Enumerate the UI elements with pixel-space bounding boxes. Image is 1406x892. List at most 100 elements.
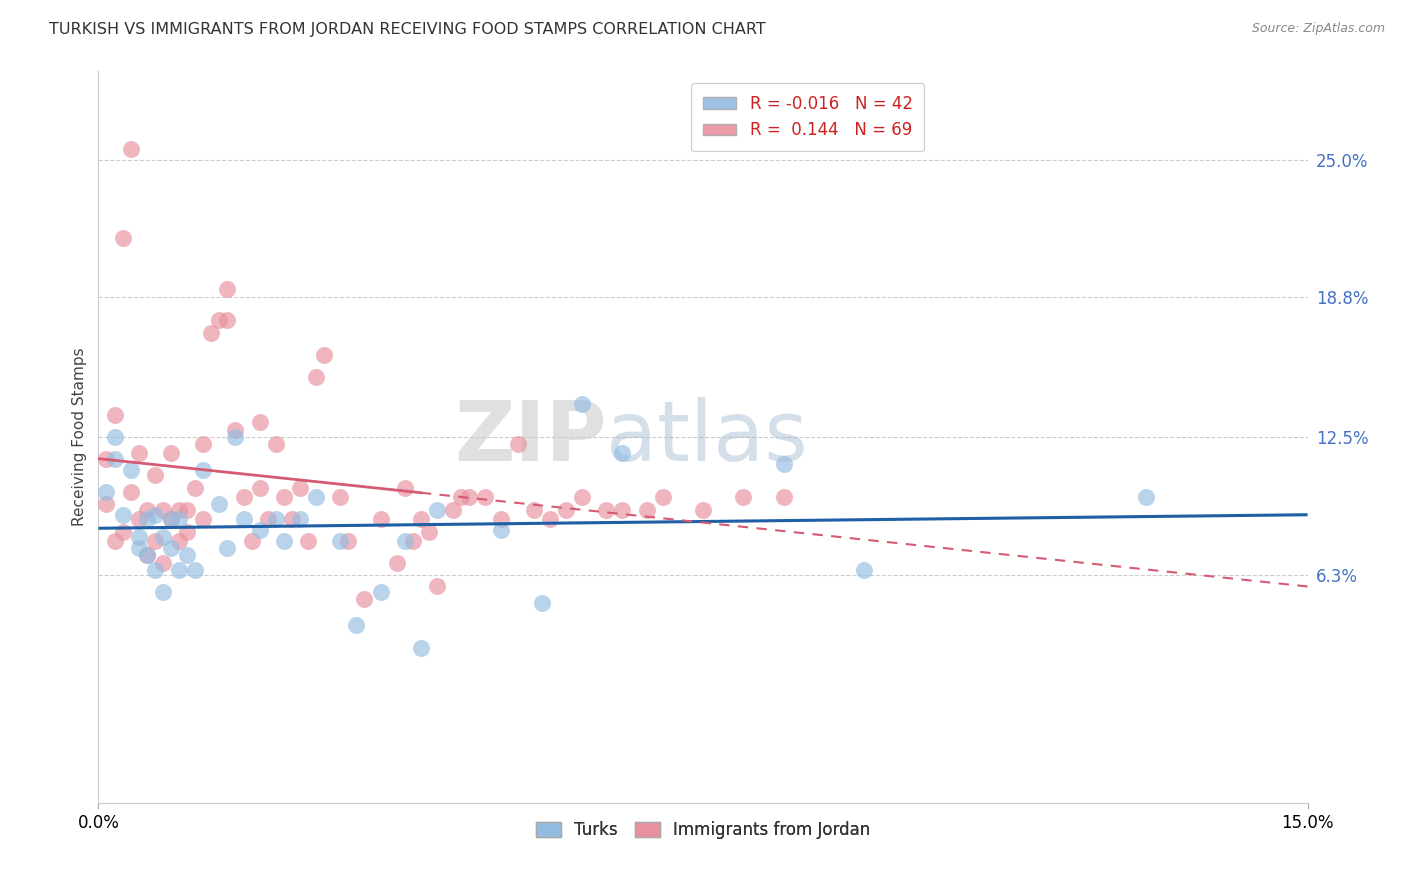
Point bbox=[733, 490, 755, 504]
Point bbox=[217, 312, 239, 326]
Point bbox=[111, 230, 134, 244]
Point bbox=[491, 512, 513, 526]
Point bbox=[135, 548, 157, 562]
Point bbox=[426, 503, 449, 517]
Point bbox=[249, 523, 271, 537]
Point bbox=[305, 370, 328, 384]
Point bbox=[224, 430, 246, 444]
Point bbox=[143, 467, 166, 482]
Point bbox=[256, 512, 278, 526]
Point bbox=[409, 512, 432, 526]
Point bbox=[193, 436, 215, 450]
Point bbox=[193, 463, 215, 477]
Point bbox=[329, 534, 352, 549]
Point bbox=[692, 503, 714, 517]
Point bbox=[329, 490, 352, 504]
Point bbox=[200, 326, 222, 340]
Point bbox=[264, 512, 287, 526]
Point bbox=[160, 541, 183, 555]
Point bbox=[288, 481, 311, 495]
Point bbox=[418, 525, 440, 540]
Point bbox=[1135, 490, 1157, 504]
Point bbox=[128, 512, 150, 526]
Text: ZIP: ZIP bbox=[454, 397, 606, 477]
Point bbox=[506, 436, 529, 450]
Point bbox=[152, 530, 174, 544]
Point bbox=[167, 534, 190, 549]
Point bbox=[402, 534, 425, 549]
Point bbox=[249, 481, 271, 495]
Point bbox=[370, 585, 392, 599]
Point bbox=[96, 452, 118, 467]
Point bbox=[530, 596, 553, 610]
Point bbox=[305, 490, 328, 504]
Point bbox=[176, 525, 198, 540]
Point bbox=[491, 523, 513, 537]
Point bbox=[426, 578, 449, 592]
Legend: Turks, Immigrants from Jordan: Turks, Immigrants from Jordan bbox=[529, 814, 877, 846]
Point bbox=[143, 563, 166, 577]
Point bbox=[409, 640, 432, 655]
Y-axis label: Receiving Food Stamps: Receiving Food Stamps bbox=[72, 348, 87, 526]
Point bbox=[193, 512, 215, 526]
Point bbox=[288, 512, 311, 526]
Point bbox=[208, 497, 231, 511]
Point bbox=[143, 508, 166, 522]
Point bbox=[772, 490, 794, 504]
Point bbox=[314, 348, 336, 362]
Point bbox=[441, 503, 464, 517]
Point bbox=[152, 557, 174, 571]
Point bbox=[160, 445, 183, 459]
Point bbox=[160, 512, 183, 526]
Point bbox=[636, 503, 658, 517]
Point bbox=[120, 463, 142, 477]
Point bbox=[612, 503, 634, 517]
Point bbox=[394, 481, 416, 495]
Point bbox=[96, 497, 118, 511]
Point bbox=[394, 534, 416, 549]
Point bbox=[103, 452, 125, 467]
Point bbox=[370, 512, 392, 526]
Point bbox=[217, 282, 239, 296]
Point bbox=[353, 591, 375, 606]
Point bbox=[217, 541, 239, 555]
Point bbox=[135, 548, 157, 562]
Point bbox=[612, 445, 634, 459]
Point bbox=[450, 490, 472, 504]
Point bbox=[120, 142, 142, 156]
Point bbox=[103, 534, 125, 549]
Point bbox=[128, 530, 150, 544]
Point bbox=[103, 430, 125, 444]
Point bbox=[595, 503, 617, 517]
Point bbox=[523, 503, 546, 517]
Point bbox=[344, 618, 367, 632]
Point bbox=[111, 508, 134, 522]
Point bbox=[297, 534, 319, 549]
Point bbox=[128, 445, 150, 459]
Point bbox=[167, 563, 190, 577]
Point bbox=[184, 563, 207, 577]
Text: TURKISH VS IMMIGRANTS FROM JORDAN RECEIVING FOOD STAMPS CORRELATION CHART: TURKISH VS IMMIGRANTS FROM JORDAN RECEIV… bbox=[49, 22, 766, 37]
Text: atlas: atlas bbox=[606, 397, 808, 477]
Point bbox=[240, 534, 263, 549]
Point bbox=[571, 397, 593, 411]
Point bbox=[184, 481, 207, 495]
Point bbox=[273, 490, 295, 504]
Point bbox=[772, 457, 794, 471]
Point bbox=[853, 563, 876, 577]
Point bbox=[208, 312, 231, 326]
Text: Source: ZipAtlas.com: Source: ZipAtlas.com bbox=[1251, 22, 1385, 36]
Point bbox=[176, 548, 198, 562]
Point bbox=[152, 585, 174, 599]
Point bbox=[152, 503, 174, 517]
Point bbox=[232, 490, 254, 504]
Point bbox=[555, 503, 578, 517]
Point bbox=[337, 534, 360, 549]
Point bbox=[120, 485, 142, 500]
Point bbox=[538, 512, 561, 526]
Point bbox=[103, 408, 125, 422]
Point bbox=[135, 503, 157, 517]
Point bbox=[264, 436, 287, 450]
Point bbox=[143, 534, 166, 549]
Point bbox=[111, 525, 134, 540]
